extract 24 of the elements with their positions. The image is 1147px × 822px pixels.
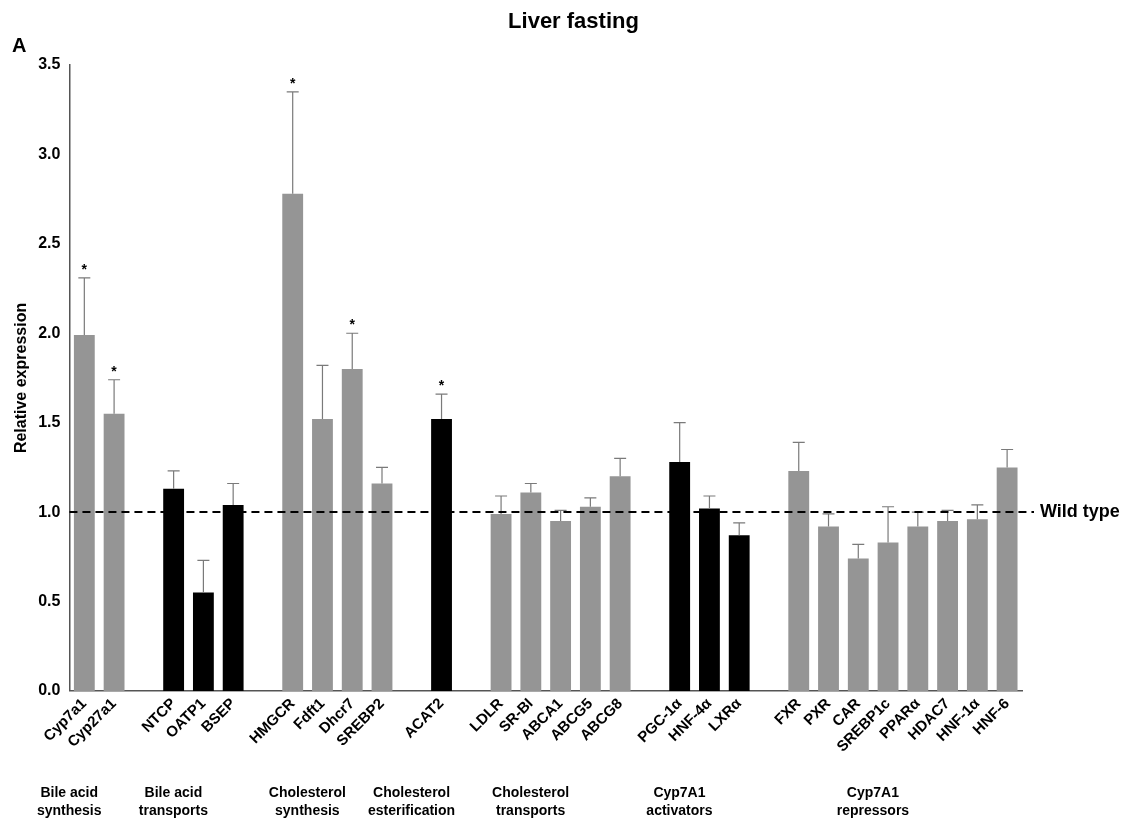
y-tick-label: 0.0 [38,681,61,699]
text: Bile acid transports [138,783,209,818]
y-tick-label: 1.0 [38,502,61,520]
annotation: * [289,74,296,91]
chart-title: Liver fasting [507,8,640,34]
y-tick-label: 1.5 [38,413,61,431]
text: Cholesterol esterification [367,783,456,818]
y-tick-label: 0.5 [38,591,61,609]
text: Cyp7A1 repressors [836,783,910,818]
text: Cholesterol transports [492,783,570,818]
y-tick-label: 3.0 [38,144,61,162]
text: Cyp7A1 activators [646,783,713,818]
text: A [12,33,27,56]
y-tick-label: 2.0 [38,323,61,341]
ref-line-label: Wild type [1040,501,1120,522]
text: Bile acid synthesis [36,783,102,818]
annotation: * [438,376,445,393]
y-tick-label: 2.5 [38,234,61,252]
y-axis-title: Relative expression [12,302,30,454]
y-tick-label: 3.5 [38,55,61,73]
annotation: * [349,316,356,333]
text: Cholesterol synthesis [268,783,346,818]
annotation: * [81,260,88,277]
annotation: * [111,362,118,379]
